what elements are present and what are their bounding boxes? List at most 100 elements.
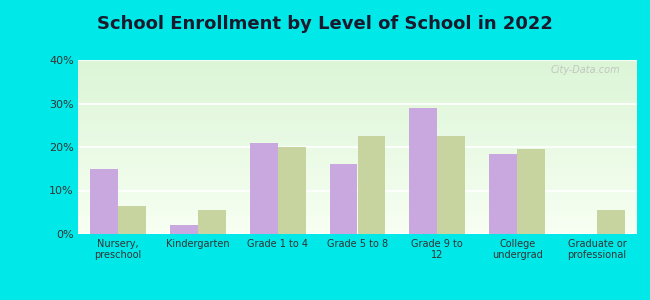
- Bar: [78, 203, 637, 204]
- Bar: [118, 206, 146, 234]
- Bar: [78, 64, 637, 65]
- Bar: [78, 110, 637, 112]
- Bar: [78, 121, 637, 123]
- Bar: [78, 114, 637, 116]
- Bar: [78, 218, 637, 220]
- Bar: [78, 131, 637, 133]
- Bar: [198, 210, 226, 234]
- Bar: [78, 177, 637, 178]
- Bar: [78, 86, 637, 88]
- Bar: [78, 187, 637, 189]
- Bar: [78, 189, 637, 190]
- Bar: [78, 117, 637, 119]
- Bar: [78, 91, 637, 93]
- Bar: [597, 210, 625, 234]
- Bar: [78, 62, 637, 64]
- Bar: [78, 184, 637, 185]
- Bar: [78, 166, 637, 168]
- Bar: [78, 229, 637, 230]
- Bar: [78, 196, 637, 197]
- Bar: [78, 197, 637, 199]
- Bar: [330, 164, 358, 234]
- Bar: [78, 76, 637, 77]
- Bar: [90, 169, 118, 234]
- Bar: [78, 128, 637, 130]
- Bar: [78, 100, 637, 102]
- Bar: [78, 222, 637, 224]
- Bar: [78, 119, 637, 121]
- Bar: [78, 217, 637, 218]
- Bar: [78, 67, 637, 69]
- Bar: [437, 136, 465, 234]
- Bar: [78, 163, 637, 164]
- Bar: [78, 133, 637, 135]
- Bar: [78, 102, 637, 103]
- Bar: [78, 225, 637, 227]
- Bar: [78, 74, 637, 76]
- Bar: [78, 169, 637, 171]
- Bar: [78, 60, 637, 62]
- Bar: [78, 70, 637, 72]
- Bar: [78, 173, 637, 175]
- Bar: [78, 208, 637, 210]
- Bar: [78, 93, 637, 95]
- Bar: [78, 112, 637, 114]
- Bar: [78, 204, 637, 206]
- Bar: [78, 107, 637, 109]
- Bar: [78, 79, 637, 81]
- Text: School Enrollment by Level of School in 2022: School Enrollment by Level of School in …: [97, 15, 553, 33]
- Bar: [78, 213, 637, 215]
- Bar: [78, 135, 637, 137]
- Bar: [78, 224, 637, 225]
- Bar: [78, 220, 637, 222]
- Bar: [78, 145, 637, 147]
- Bar: [78, 142, 637, 143]
- Bar: [78, 158, 637, 159]
- Bar: [358, 136, 385, 234]
- Text: City-Data.com: City-Data.com: [551, 65, 620, 75]
- Bar: [78, 149, 637, 151]
- Bar: [78, 212, 637, 213]
- Bar: [78, 192, 637, 194]
- Bar: [250, 143, 278, 234]
- Bar: [78, 206, 637, 208]
- Bar: [78, 138, 637, 140]
- Bar: [78, 140, 637, 142]
- Bar: [78, 154, 637, 156]
- Bar: [78, 194, 637, 196]
- Bar: [78, 95, 637, 97]
- Bar: [78, 185, 637, 187]
- Bar: [78, 159, 637, 161]
- Bar: [78, 171, 637, 173]
- Bar: [78, 109, 637, 110]
- Bar: [78, 180, 637, 182]
- Bar: [78, 156, 637, 158]
- Bar: [78, 105, 637, 107]
- Bar: [78, 147, 637, 149]
- Bar: [78, 151, 637, 152]
- Bar: [410, 108, 437, 234]
- Bar: [78, 230, 637, 232]
- Bar: [489, 154, 517, 234]
- Bar: [78, 164, 637, 166]
- Bar: [78, 65, 637, 67]
- Bar: [78, 116, 637, 117]
- Bar: [170, 225, 198, 234]
- Bar: [78, 126, 637, 128]
- Bar: [78, 199, 637, 201]
- Bar: [78, 124, 637, 126]
- Bar: [78, 190, 637, 192]
- Bar: [78, 123, 637, 124]
- Bar: [78, 81, 637, 82]
- Bar: [78, 175, 637, 177]
- Bar: [278, 147, 306, 234]
- Bar: [78, 136, 637, 138]
- Bar: [78, 178, 637, 180]
- Bar: [78, 161, 637, 163]
- Bar: [78, 227, 637, 229]
- Bar: [78, 90, 637, 91]
- Bar: [517, 149, 545, 234]
- Bar: [78, 97, 637, 98]
- Bar: [78, 232, 637, 234]
- Bar: [78, 201, 637, 203]
